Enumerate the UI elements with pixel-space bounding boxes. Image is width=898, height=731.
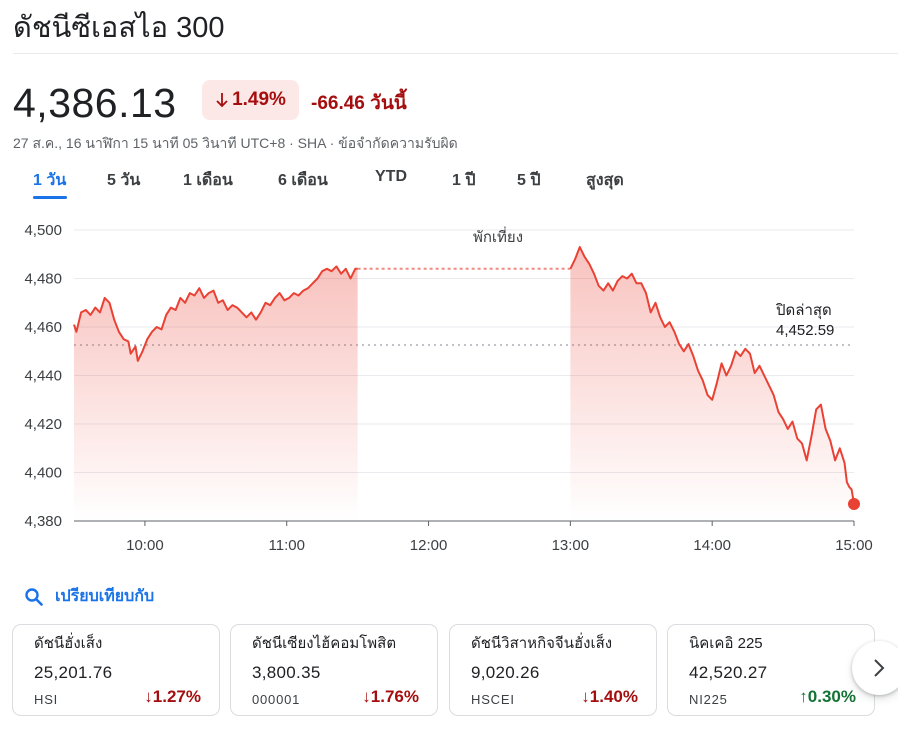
card-symbol: HSCEI [471, 692, 515, 707]
prev-close-label: ปิดล่าสุด [775, 302, 832, 320]
change-percent: 1.49% [232, 89, 286, 110]
compare-card-hsi[interactable]: ดัชนีฮั่งเส็ง 25,201.76 HSI ↓1.27% [12, 624, 220, 716]
header-divider [13, 53, 898, 54]
y-tick-label: 4,460 [24, 319, 62, 336]
card-value: 3,800.35 [252, 663, 321, 682]
arrow-up-icon: ↑ [799, 687, 808, 706]
x-tick-label: 15:00 [835, 537, 873, 554]
x-tick-label: 11:00 [269, 537, 305, 554]
x-tick-label: 14:00 [693, 537, 731, 554]
x-axis: 10:00 11:00 12:00 13:00 14:00 15:00 [74, 520, 873, 554]
price-area-morning [74, 266, 358, 521]
arrow-down-icon: ↓ [144, 687, 153, 706]
x-tick-label: 12:00 [410, 537, 448, 554]
price-area-afternoon [570, 247, 854, 521]
tab-max[interactable]: สูงสุด [586, 172, 624, 189]
price-areas [74, 247, 854, 521]
tab-5-years[interactable]: 5 ปี [517, 172, 541, 189]
compare-card-000001[interactable]: ดัชนีเซียงไฮ้คอมโพสิต 3,800.35 000001 ↓1… [230, 624, 438, 716]
card-name: ดัชนีฮั่งเส็ง [34, 635, 103, 652]
arrow-down-icon: ↓ [581, 687, 590, 706]
card-symbol: HSI [34, 692, 59, 707]
card-value: 9,020.26 [471, 663, 540, 682]
tab-6-months[interactable]: 6 เดือน [278, 172, 328, 189]
y-tick-label: 4,480 [24, 271, 62, 288]
y-tick-label: 4,500 [24, 222, 62, 239]
y-tick-label: 4,440 [24, 368, 62, 385]
y-axis-labels: 4,500 4,480 4,460 4,440 4,420 4,400 4,380 [24, 222, 62, 530]
chart-annotations: พักเที่ยงปิดล่าสุด 4,452.59 [473, 226, 860, 511]
y-tick-label: 4,380 [24, 513, 62, 530]
arrow-down-icon: ↓ [362, 687, 371, 706]
timestamp-meta: 27 ส.ค., 16 นาฬิกา 15 นาที 05 วินาที UTC… [13, 135, 458, 151]
next-cards-button[interactable] [852, 641, 898, 695]
tab-1-month[interactable]: 1 เดือน [183, 172, 233, 189]
current-price: 4,386.13 [13, 80, 177, 126]
compare-card-hscei[interactable]: ดัชนีวิสาหกิจจีนฮั่งเส็ง 9,020.26 HSCEI … [449, 624, 657, 716]
active-tab-indicator [33, 196, 67, 199]
card-change: ↓1.27% [144, 687, 201, 707]
tab-5-days[interactable]: 5 วัน [107, 172, 141, 189]
card-change-value: 0.30% [807, 687, 856, 706]
price-line-morning [73, 265, 358, 362]
chevron-right-icon [874, 659, 885, 677]
card-change: ↓1.76% [362, 687, 419, 707]
card-symbol: 000001 [252, 692, 301, 707]
search-icon [25, 587, 43, 606]
change-percent-badge: 1.49% [202, 80, 299, 120]
compare-card-ni225[interactable]: นิคเคอิ 225 42,520.27 NI225 ↑0.30% [667, 624, 875, 716]
y-tick-label: 4,420 [24, 416, 62, 433]
break-label: พักเที่ยง [473, 226, 523, 246]
x-tick-label: 13:00 [552, 537, 590, 554]
x-tick-label: 10:00 [126, 537, 164, 554]
card-change: ↓1.40% [581, 687, 638, 707]
prev-close-value: 4,452.59 [776, 322, 834, 339]
price-lines [73, 246, 855, 505]
card-value: 25,201.76 [34, 663, 113, 682]
y-tick-label: 4,400 [24, 465, 62, 482]
card-name: ดัชนีวิสาหกิจจีนฮั่งเส็ง [471, 635, 613, 652]
compare-label: เปรียบเทียบกับ [55, 588, 155, 605]
card-name: นิคเคอิ 225 [689, 635, 763, 652]
tab-1-year[interactable]: 1 ปี [452, 172, 476, 189]
tab-ytd[interactable]: YTD [375, 168, 407, 185]
change-absolute: -66.46 วันนี้ [311, 93, 407, 114]
card-change: ↑0.30% [799, 687, 856, 707]
price-chart[interactable]: 4,500 4,480 4,460 4,440 4,420 4,400 4,380 10:0… [0, 210, 898, 570]
card-change-value: 1.76% [370, 687, 419, 706]
compare-button[interactable]: เปรียบเทียบกับ [25, 584, 154, 609]
card-change-value: 1.27% [152, 687, 201, 706]
card-symbol: NI225 [689, 692, 728, 707]
card-value: 42,520.27 [689, 663, 768, 682]
arrow-down-icon [216, 93, 228, 108]
last-price-dot [848, 498, 860, 511]
price-line-afternoon [569, 246, 855, 505]
tab-1-day[interactable]: 1 วัน [33, 172, 67, 189]
card-change-value: 1.40% [589, 687, 638, 706]
card-name: ดัชนีเซียงไฮ้คอมโพสิต [252, 635, 397, 652]
page-title: ดัชนีซีเอสไอ 300 [13, 12, 225, 44]
